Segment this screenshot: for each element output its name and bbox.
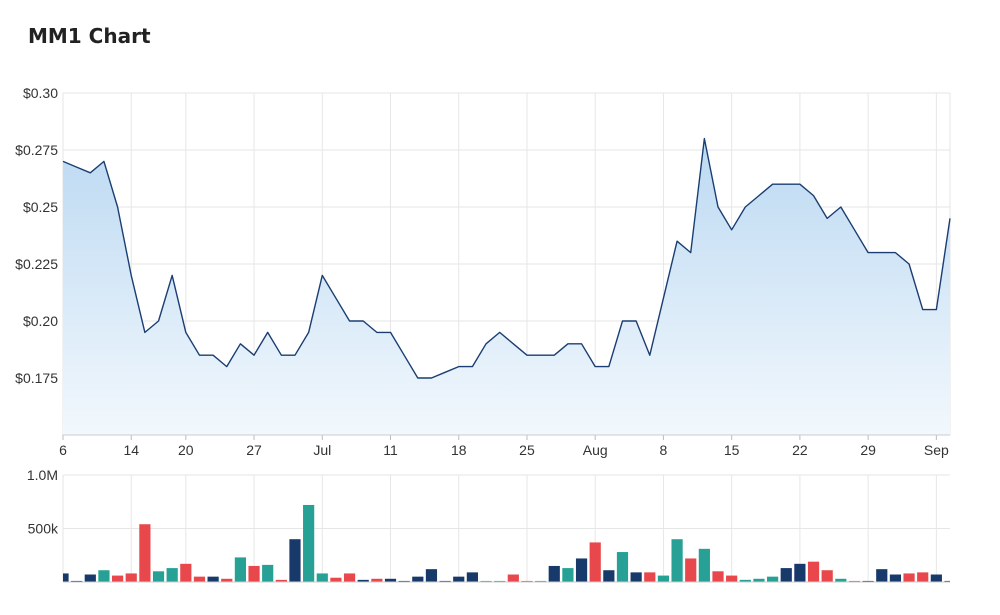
volume-bar [535, 580, 547, 582]
x-tick-label: 6 [59, 442, 67, 458]
volume-bar [807, 561, 820, 582]
volume-bar [166, 568, 178, 582]
volume-bar [84, 574, 96, 582]
volume-bar [316, 573, 328, 582]
volume-bar [275, 579, 287, 582]
volume-bar [862, 580, 874, 582]
volume-bar [466, 572, 478, 582]
volume-bar [835, 578, 847, 582]
axes: $0.30 $0.275 $0.25 $0.225 $0.20 $0.175 6 14 20 27… [15, 85, 950, 583]
volume-bar [753, 578, 765, 582]
volume-bar [548, 565, 560, 582]
volume-bar [425, 569, 438, 582]
volume-bar [930, 574, 942, 582]
volume-bar [139, 524, 151, 582]
volume-bar [180, 563, 192, 582]
volume-bar [644, 572, 656, 582]
volume-y-tick-label: 500k [28, 521, 59, 537]
x-tick-label: 29 [860, 442, 876, 458]
volume-bar [494, 580, 506, 582]
volume-bar [343, 573, 356, 582]
volume-bar [657, 575, 670, 582]
price-y-tick-label: $0.175 [15, 370, 58, 386]
volume-bar [234, 557, 246, 582]
volume-bar [289, 539, 301, 582]
price-line [62, 137, 951, 379]
x-tick-label: 20 [178, 442, 194, 458]
volume-bar [821, 570, 833, 582]
x-tick-label: Sep [924, 442, 949, 458]
price-area [63, 138, 950, 435]
volume-bar [589, 542, 601, 582]
x-tick-label: Aug [583, 442, 608, 458]
volume-bar [193, 576, 206, 582]
volume-chart [63, 504, 950, 582]
volume-bar [398, 580, 410, 582]
volume-bar [207, 576, 219, 582]
volume-bar [944, 580, 950, 582]
price-chart [62, 137, 951, 435]
price-y-tick-label: $0.275 [15, 142, 58, 158]
volume-bar [125, 573, 137, 582]
volume-bar [685, 558, 697, 582]
volume-bar [794, 563, 806, 582]
volume-bar [630, 572, 642, 582]
volume-bar [480, 580, 492, 582]
volume-bar [248, 565, 260, 582]
x-tick-label: Jul [313, 442, 331, 458]
x-tick-label: 25 [519, 442, 535, 458]
price-y-tick-label: $0.25 [23, 199, 58, 215]
volume-bar [603, 570, 615, 582]
volume-bar [616, 552, 629, 582]
volume-bar [152, 571, 165, 582]
volume-bar [726, 575, 738, 582]
volume-bar [357, 579, 369, 582]
price-y-tick-label: $0.30 [23, 85, 58, 101]
volume-bar [780, 568, 792, 582]
volume-bar [889, 574, 902, 582]
x-tick-label: 11 [383, 442, 398, 458]
volume-bar [63, 573, 69, 582]
x-tick-label: 14 [123, 442, 139, 458]
price-y-tick-label: $0.225 [15, 256, 58, 272]
volume-bar [698, 548, 710, 582]
volume-bar [848, 580, 861, 582]
page-title: MM1 Chart [28, 24, 151, 48]
volume-bar [262, 564, 274, 582]
volume-bar [712, 571, 724, 582]
volume-bar [739, 579, 751, 582]
volume-bar [453, 576, 465, 582]
x-tick-label: 22 [792, 442, 808, 458]
volume-bar [71, 580, 83, 582]
volume-bar [371, 578, 383, 582]
volume-bar [671, 539, 683, 582]
volume-bar [903, 573, 915, 582]
volume-bar [562, 568, 574, 582]
x-tick-label: 15 [724, 442, 740, 458]
volume-y-tick-label: 1.0M [27, 467, 58, 483]
volume-bar [575, 558, 588, 582]
volume-bar [221, 578, 233, 582]
volume-bar [303, 504, 315, 582]
volume-bar [521, 580, 533, 582]
x-tick-label: 18 [451, 442, 467, 458]
x-tick-label: 8 [660, 442, 668, 458]
volume-bar [384, 578, 397, 582]
volume-bar [98, 570, 110, 582]
volume-bar [876, 569, 888, 582]
volume-bar [767, 576, 779, 582]
x-tick-label: 27 [246, 442, 262, 458]
price-y-tick-label: $0.20 [23, 313, 58, 329]
volume-bar [412, 576, 424, 582]
volume-bar [330, 577, 342, 582]
volume-bar [439, 580, 451, 582]
volume-bar [917, 572, 929, 582]
volume-bar [507, 574, 519, 582]
volume-bar [111, 575, 124, 582]
